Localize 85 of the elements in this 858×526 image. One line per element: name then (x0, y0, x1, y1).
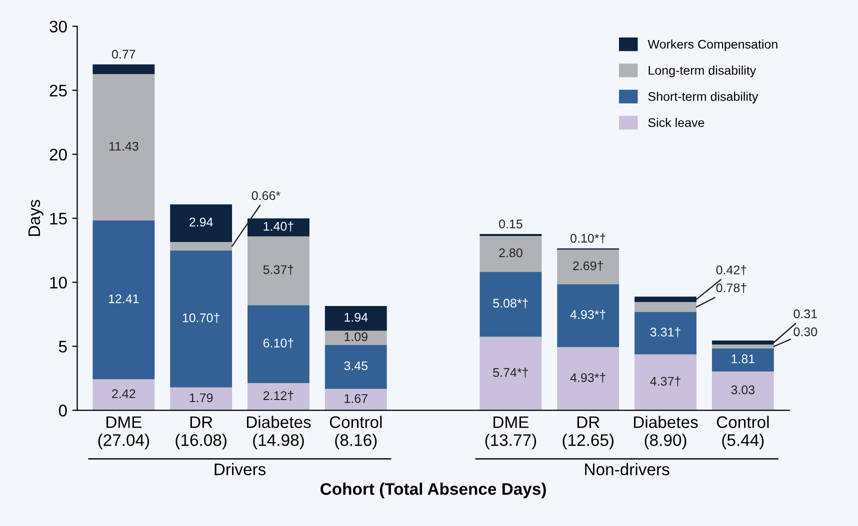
data-label: 4.93*† (570, 310, 606, 320)
data-label: 0.78† (716, 283, 746, 294)
y-tick-label: 15 (50, 212, 67, 224)
bar (634, 296, 696, 302)
data-label: 11.43 (109, 142, 138, 151)
data-label: 1.09 (344, 332, 368, 342)
data-label: 0.66* (252, 191, 280, 200)
bar (634, 302, 696, 312)
bar (170, 204, 232, 242)
bar (170, 387, 232, 410)
data-label: 4.37† (650, 376, 680, 386)
data-label: 2.42 (112, 389, 136, 398)
bar (324, 306, 387, 331)
x-tick-label: DME (13.77) (485, 416, 536, 450)
data-label: 1.79 (190, 393, 213, 402)
bar (712, 348, 774, 372)
x-tick-label: Diabetes (14.98) (246, 416, 311, 450)
data-label: 0.77 (112, 50, 136, 59)
data-label: 5.08*† (493, 298, 528, 308)
data-label: 2.80 (499, 248, 522, 258)
legend-label: Long-term disability (648, 66, 756, 78)
data-label: 0.15 (499, 220, 522, 228)
x-tick-label: Control (8.16) (330, 416, 382, 450)
bar (480, 336, 542, 410)
data-label: 0.42† (716, 265, 746, 276)
data-label: 10.70† (182, 313, 220, 323)
data-label: 4.93*† (570, 372, 606, 383)
bar (248, 236, 310, 306)
bar (712, 372, 774, 410)
legend-label: Short-term disability (648, 92, 758, 104)
bar (557, 250, 620, 284)
data-label: 1.67 (344, 394, 368, 403)
bar (248, 383, 310, 410)
data-label: 5.74*† (493, 368, 528, 378)
data-label: 3.45 (344, 361, 368, 370)
bar (248, 305, 310, 384)
y-axis-title: Days (28, 200, 44, 236)
data-label: 6.10† (263, 338, 294, 348)
bar (324, 388, 387, 410)
data-label: 2.12† (263, 390, 294, 401)
y-tick-label: 10 (50, 276, 67, 288)
data-label: 3.31† (650, 327, 680, 338)
bar (634, 354, 696, 410)
y-tick-label: 30 (50, 20, 67, 33)
data-label: 0.30 (794, 327, 818, 336)
data-label: 2.94 (190, 218, 213, 227)
data-label: 12.41 (108, 294, 139, 304)
y-tick-label: 0 (58, 404, 67, 416)
legend-label: Workers Compensation (648, 39, 778, 52)
y-tick-label: 25 (50, 84, 67, 96)
bar (712, 344, 774, 348)
bar (557, 284, 620, 348)
x-tick-label: Control (5.44) (716, 416, 769, 450)
data-label: 0.10*† (570, 234, 606, 244)
data-label: 0.31 (794, 309, 817, 318)
bar (480, 236, 542, 272)
x-tick-label: Diabetes (8.90) (634, 416, 698, 450)
data-label: 1.40† (264, 222, 294, 232)
text: Non-drivers (585, 463, 670, 476)
bar (92, 74, 155, 220)
data-label: 3.03 (731, 385, 755, 394)
data-label: 5.37† (263, 264, 294, 275)
data-label: 1.81 (732, 354, 754, 364)
x-tick-label: DR (16.08) (176, 416, 226, 450)
x-tick-label: DR (12.65) (562, 416, 614, 450)
bar (324, 344, 387, 389)
data-label: 1.94 (344, 312, 368, 322)
bar (170, 242, 232, 250)
data-label: 2.69† (573, 261, 603, 271)
bar (248, 218, 310, 236)
bar (92, 64, 155, 74)
bar (712, 340, 774, 344)
bar (170, 250, 232, 388)
legend-label: Sick leave (648, 118, 704, 128)
x-tick-label: DME (27.04) (98, 416, 150, 450)
text: Drivers (214, 463, 266, 476)
bar (92, 379, 155, 410)
x-axis-title: Cohort (Total Absence Days) (320, 482, 546, 498)
bar (557, 347, 620, 410)
bar (634, 312, 696, 354)
bar (480, 272, 542, 337)
y-tick-label: 5 (58, 340, 67, 352)
bar (92, 220, 155, 380)
y-tick-label: 20 (50, 148, 67, 160)
bar (324, 330, 387, 345)
